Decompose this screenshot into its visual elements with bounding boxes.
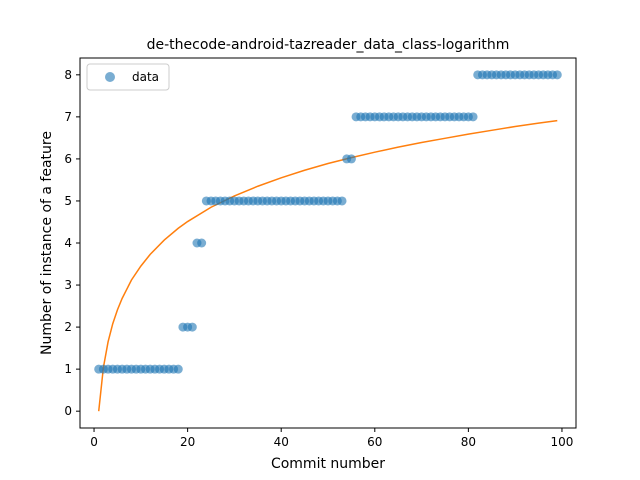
y-axis-ticks: 0 1 2 3 4 5 6 7 8 — [64, 68, 80, 418]
x-tick-label: 100 — [551, 435, 574, 449]
y-tick-label: 0 — [64, 404, 72, 418]
y-tick-label: 3 — [64, 278, 72, 292]
legend-label-data: data — [132, 70, 159, 84]
legend-marker-data — [105, 72, 115, 82]
fit-line — [97, 119, 558, 412]
y-tick-label: 6 — [64, 152, 72, 166]
x-tick-label: 20 — [180, 435, 195, 449]
data-point — [346, 154, 356, 164]
y-tick-label: 8 — [64, 68, 72, 82]
y-axis-label: Number of instance of a feature — [39, 131, 55, 355]
data-point — [468, 112, 478, 122]
y-tick-label: 2 — [64, 320, 72, 334]
legend-box — [86, 63, 170, 91]
x-tick-label: 0 — [90, 435, 98, 449]
data-point — [187, 322, 197, 332]
y-tick-label: 4 — [64, 236, 72, 250]
x-tick-label: 40 — [274, 435, 289, 449]
legend: data — [86, 63, 170, 91]
fit-line-layer — [97, 119, 558, 412]
data-points-layer — [94, 70, 562, 374]
chart-title: de-thecode-android-tazreader_data_class-… — [147, 37, 510, 53]
x-axis-label: Commit number — [271, 456, 385, 472]
y-tick-label: 5 — [64, 194, 72, 208]
x-tick-label: 60 — [367, 435, 382, 449]
x-axis-ticks: 0 20 40 60 80 100 — [90, 428, 573, 449]
data-point — [337, 196, 347, 206]
data-point — [552, 70, 562, 80]
y-tick-label: 1 — [64, 362, 72, 376]
x-tick-label: 80 — [461, 435, 476, 449]
y-tick-label: 7 — [64, 110, 72, 124]
data-point — [173, 364, 183, 374]
data-point — [197, 238, 207, 248]
